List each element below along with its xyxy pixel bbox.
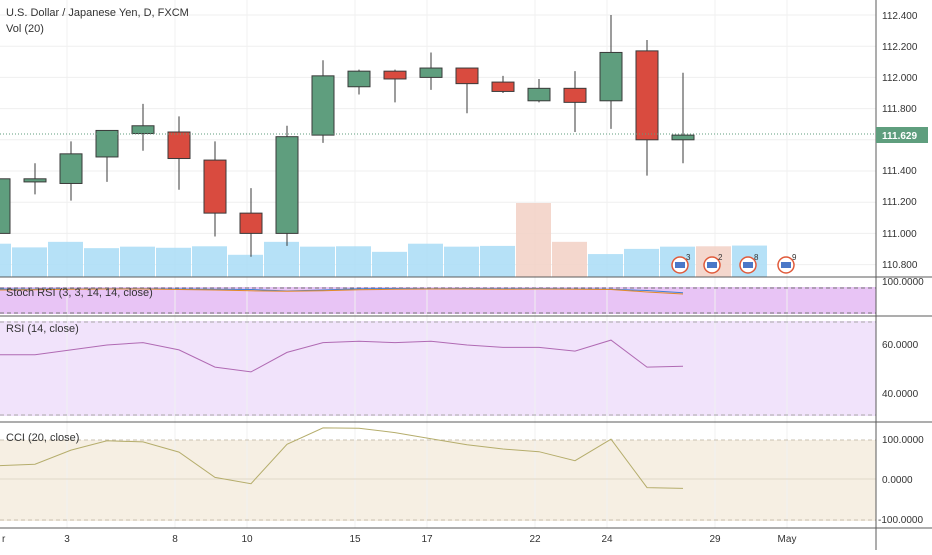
volume-bar	[408, 243, 443, 277]
time-tick-label: r	[2, 534, 6, 545]
price-tick-label: 112.400	[882, 11, 918, 22]
flag-stripes-icon	[707, 262, 717, 268]
rsi-line	[0, 339, 684, 373]
volume-bar	[480, 245, 515, 277]
rsi-pane-background	[0, 321, 876, 416]
price-tick-label: 110.800	[882, 260, 918, 271]
cci-tick-label: -100.0000	[878, 515, 923, 526]
time-tick-label: 22	[529, 534, 541, 545]
time-tick-label: 29	[709, 534, 721, 545]
cci-tick-label: 0.0000	[882, 475, 913, 486]
symbol-title[interactable]: U.S. Dollar / Japanese Yen, D, FXCM	[6, 7, 189, 19]
price-axis[interactable]: 112.400 112.200 112.000 111.800 111.600 …	[876, 11, 928, 526]
cci-pane-background	[0, 440, 876, 521]
candle-down	[203, 159, 227, 214]
volume-bar	[48, 241, 83, 277]
price-tick-label: 112.000	[882, 73, 918, 84]
candle-down	[491, 81, 515, 92]
candle-up	[95, 129, 119, 158]
volume-bar	[516, 203, 551, 277]
candles[interactable]	[0, 15, 695, 257]
volume-bar	[372, 251, 407, 277]
volume-legend[interactable]: Vol (20)	[6, 23, 44, 35]
stoch-d-line	[0, 288, 684, 295]
last-price-tag	[876, 127, 928, 143]
event-badges[interactable]: 3 2 8 9	[671, 253, 797, 274]
time-axis[interactable]: r 3 8 10 15 17 22 24 29 May	[2, 534, 796, 545]
volume-bar	[444, 246, 479, 277]
candle-down	[635, 50, 659, 141]
volume-bar	[300, 246, 335, 277]
rsi-tick-label: 40.0000	[882, 389, 919, 400]
candle-up	[599, 51, 623, 102]
last-price-tag-label: 111.629	[882, 131, 917, 142]
volume-bar	[156, 247, 191, 277]
volume-bar	[192, 246, 227, 277]
cci-line	[0, 427, 684, 489]
volume-bar	[0, 243, 11, 277]
candle-down	[239, 212, 263, 234]
volume-bar	[264, 241, 299, 277]
indicator-lines	[0, 287, 684, 489]
candle-up	[527, 87, 551, 102]
volume-bar	[336, 246, 371, 277]
candle-up	[23, 178, 47, 183]
volume-bar	[228, 254, 263, 277]
candle-up	[275, 136, 299, 234]
candle-down	[563, 87, 587, 103]
volume-bar	[12, 247, 47, 277]
candle-up	[131, 125, 155, 135]
price-tick-label: 111.800	[882, 104, 917, 115]
stoch-pane-background	[0, 287, 876, 314]
time-tick-label: 15	[349, 534, 361, 545]
stoch-tick-label: 100.0000	[882, 277, 924, 288]
rsi-tick-label: 60.0000	[882, 340, 919, 351]
volume-bar	[552, 241, 587, 277]
event-badge-count: 8	[754, 253, 759, 262]
time-tick-label: 10	[241, 534, 253, 545]
candle-up	[0, 178, 11, 234]
volume-bar	[588, 254, 623, 277]
cci-legend[interactable]: CCI (20, close)	[6, 432, 80, 444]
candle-up	[419, 67, 443, 78]
volume-bar	[120, 246, 155, 277]
price-tick-label: 111.000	[882, 229, 917, 240]
price-tick-label: 111.200	[882, 197, 917, 208]
time-tick-label: May	[778, 534, 797, 545]
candle-up	[347, 70, 371, 88]
flag-stripes-icon	[743, 262, 753, 268]
candle-up	[311, 75, 335, 136]
candle-up	[59, 153, 83, 184]
stoch-legend[interactable]: Stoch RSI (3, 3, 14, 14, close)	[6, 287, 153, 299]
event-badge-count: 2	[718, 253, 723, 262]
flag-stripes-icon	[781, 262, 791, 268]
candle-down	[455, 67, 479, 85]
event-badge-count: 3	[686, 253, 691, 262]
price-tick-label: 111.400	[882, 166, 917, 177]
candle-down	[383, 70, 407, 80]
time-tick-label: 17	[421, 534, 433, 545]
volume-bar	[624, 248, 659, 277]
time-tick-label: 3	[64, 534, 70, 545]
event-badge-count: 9	[792, 253, 797, 262]
time-tick-label: 8	[172, 534, 178, 545]
flag-stripes-icon	[675, 262, 685, 268]
cci-tick-label: 100.0000	[882, 435, 924, 446]
rsi-legend[interactable]: RSI (14, close)	[6, 323, 79, 335]
volume-bar	[84, 248, 119, 277]
time-tick-label: 24	[601, 534, 613, 545]
candle-up	[671, 134, 695, 141]
price-tick-label: 112.200	[882, 42, 918, 53]
candle-down	[167, 131, 191, 160]
